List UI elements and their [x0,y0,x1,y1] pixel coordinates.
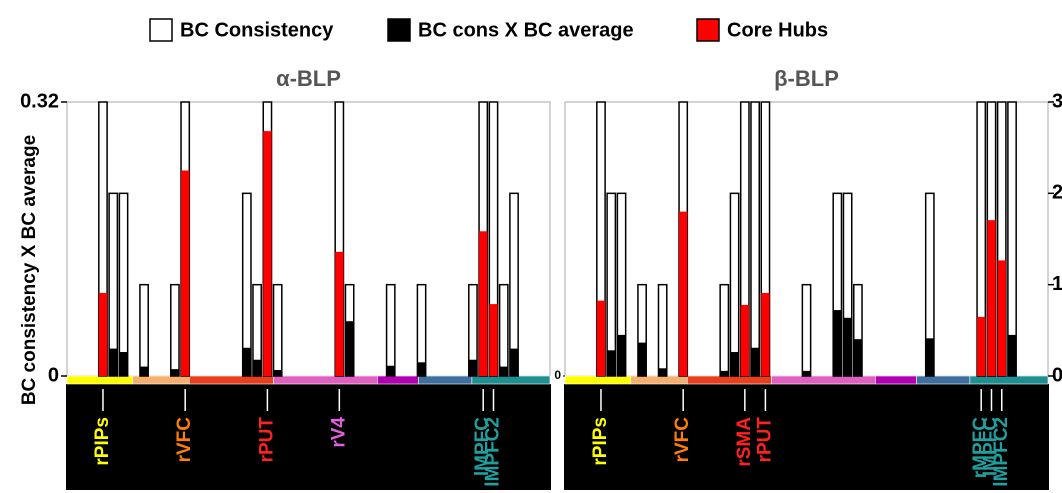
bar [252,359,262,376]
bar [761,292,770,376]
bar [499,366,508,376]
region-strip [418,375,473,385]
consistency-bar [719,283,730,377]
bar [987,220,996,376]
bar [335,251,344,376]
y2-tick-label: 2 [1052,182,1062,204]
consistency-bar [272,283,283,377]
bar [730,352,739,376]
region-strip [771,375,876,385]
region-strip [686,375,772,385]
region-strip [273,375,378,385]
bar [263,131,272,376]
region-strip [875,375,917,385]
bar [658,368,667,376]
bar [617,334,626,376]
consistency-bar [801,283,812,377]
consistency-bar [170,283,180,377]
bar [853,339,863,376]
region-strip [630,375,688,385]
bar [417,362,426,376]
bar [242,347,251,376]
legend-label: BC Consistency [180,19,334,41]
bar [489,304,498,376]
legend-swatch [696,18,720,42]
region-strip [66,375,134,385]
hub-label: rMPFC [970,417,991,479]
panel-title: β-BLP [774,66,839,91]
bar [607,350,616,376]
bar [843,317,852,376]
bar [181,170,190,376]
region-strip [132,375,190,385]
hub-label: rV4 [328,417,349,448]
bar [479,231,488,376]
hub-label: rVFC [672,417,693,463]
consistency-bar [657,283,668,377]
consistency-bar [606,192,617,377]
panel-title: α-BLP [276,66,341,91]
bar [273,370,282,376]
hub-label: lMPFC [980,417,1001,476]
bar [679,211,688,376]
label-area [564,384,1049,490]
bar [833,310,842,376]
legend-swatch [149,18,173,42]
legend-swatch [387,18,411,42]
consistency-bar [498,283,509,377]
bar [925,338,934,376]
legend-label: BC cons X BC average [418,19,634,41]
bar [740,304,749,376]
bar [345,321,354,376]
hub-label: rSMA [734,417,755,467]
region-strip [564,375,632,385]
region-strip [969,375,1049,385]
y-tick-label: 0 [554,368,561,382]
consistency-bar [139,283,149,377]
bar [98,292,108,376]
region-strip [916,375,971,385]
hub-label: lMPFC [472,417,493,476]
bar [109,348,118,376]
region-strip [471,375,551,385]
bar [139,366,149,376]
bar [637,342,647,376]
legend-label: Core Hubs [727,19,828,41]
bar [977,316,986,376]
hub-label: rPUT [754,417,775,463]
y2-tick-label: 0 [1052,364,1062,386]
consistency-bar [385,283,396,377]
y-tick-label: 0 [48,364,59,386]
bar [802,370,811,376]
region-strip [377,375,419,385]
bar [509,348,519,376]
label-area [66,384,551,490]
hub-label: lMPFC2 [482,417,503,487]
y2-tick-label: 1 [1052,273,1062,295]
y2-tick-label: 3 [1052,90,1062,112]
hub-label: rVFC [174,417,195,463]
bar [720,370,729,376]
consistency-bar [118,192,129,377]
hub-label: rPIPs [92,417,113,466]
bar [997,260,1006,376]
bar [119,352,128,376]
bar [386,365,395,376]
consistency-bar [750,101,761,377]
consistency-bar [729,192,740,377]
y-axis-label: BC consistency X BC average [19,135,40,405]
region-strip [188,375,274,385]
bar [468,359,478,376]
bar [170,369,180,376]
hub-label: rPIPs [590,417,611,466]
y-tick-label: 0.32 [20,90,59,112]
bar [596,300,606,376]
bar [1007,334,1017,376]
bar [750,347,760,376]
hub-label: lMPFC2 [991,417,1012,487]
hub-label: rPUT [256,417,277,463]
